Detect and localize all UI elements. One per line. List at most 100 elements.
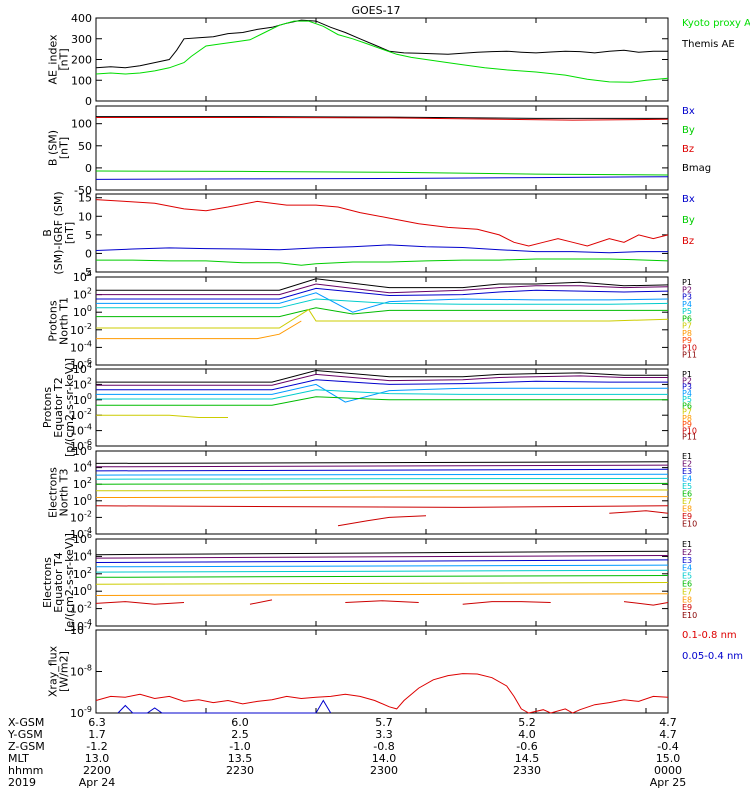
x-row-value: 2300 <box>370 764 398 777</box>
legend-item: Themis AE <box>681 39 735 50</box>
series-p1 <box>96 278 669 291</box>
y-tick-label: 10-7 <box>70 622 92 637</box>
y-tick-label: 5 <box>85 229 92 242</box>
series-e10b <box>609 510 669 514</box>
plot-title: GOES-17 <box>351 4 400 17</box>
y-axis-label: [nT] <box>63 222 76 244</box>
legend-item: E10 <box>682 520 697 529</box>
series-p6 <box>96 396 668 406</box>
legend-item: E9 <box>682 603 692 612</box>
series-p5 <box>96 298 669 309</box>
y-tick-label: 10-4 <box>70 339 92 354</box>
x-row-value: 4.7 <box>659 716 677 729</box>
legend-item: E1 <box>682 540 692 549</box>
series-p8 <box>96 320 302 340</box>
series-e8 <box>95 496 669 498</box>
legend-item: Bmag <box>682 163 711 174</box>
legend-item: P11 <box>682 433 697 442</box>
x-row-value: 14.0 <box>372 752 397 765</box>
series-e7 <box>95 582 669 585</box>
x-row-value: -1.2 <box>86 740 107 753</box>
legend-item: P9 <box>682 420 692 429</box>
y-tick-label: 102 <box>73 287 92 302</box>
legend-item: E9 <box>682 512 692 521</box>
legend-item: P11 <box>682 351 697 360</box>
y-axis-label: (SM)-IGRF (SM) <box>52 191 65 274</box>
legend-item: P2 <box>682 285 692 294</box>
legend-item: Bx <box>682 106 695 117</box>
x-row-value: 3.3 <box>375 728 393 741</box>
series-e9c <box>345 600 419 603</box>
y-tick-label: 102 <box>73 476 92 491</box>
legend-item: By <box>682 125 695 136</box>
y-tick-label: 104 <box>73 269 92 284</box>
series-e6 <box>95 482 669 485</box>
y-tick-exponent: 4 <box>87 460 92 469</box>
legend-item: By <box>682 215 695 226</box>
y-axis-label: B <box>41 229 54 237</box>
y-tick-exponent: 6 <box>87 443 92 452</box>
x-row-value: -0.4 <box>657 740 678 753</box>
y-tick-exponent: 0 <box>87 493 92 502</box>
y-axis-label: [p/(cm2-s-sr-keV)] <box>63 358 76 457</box>
series-by <box>96 258 669 266</box>
x-row-label: MLT <box>8 752 29 765</box>
legend-item: Bx <box>682 194 695 205</box>
legend-item: P4 <box>682 389 692 398</box>
series-e9b <box>249 599 273 605</box>
y-tick-label: 10 <box>78 210 92 223</box>
panel-frame <box>95 368 669 447</box>
series-p2 <box>96 283 669 296</box>
legend-item: E8 <box>682 505 692 514</box>
y-tick-label: 104 <box>73 460 92 475</box>
y-axis-label: Protons <box>41 387 54 428</box>
y-axis-label: North T1 <box>58 297 71 345</box>
y-tick-label: -50 <box>74 184 92 197</box>
x-row-value: 14.5 <box>515 752 540 765</box>
series-p6 <box>96 307 668 318</box>
series-e6 <box>95 575 669 578</box>
legend-item: P9 <box>682 336 692 345</box>
y-axis-label: Electrons <box>47 467 60 518</box>
legend-item: E4 <box>682 564 692 573</box>
legend-item: P3 <box>682 383 692 392</box>
legend-item: E6 <box>682 490 692 499</box>
legend-item: 0.1-0.8 nm <box>682 630 737 641</box>
legend-item: E1 <box>682 452 692 461</box>
series-e3 <box>95 559 669 563</box>
x-row-value: -0.6 <box>516 740 537 753</box>
legend-item: P4 <box>682 300 692 309</box>
series-p7 <box>96 414 228 418</box>
series-e1 <box>95 461 669 464</box>
y-axis-label: Equator T2 <box>52 377 65 437</box>
series-e5 <box>95 569 669 573</box>
y-axis-label: Protons <box>47 300 60 341</box>
x-row-value: 2200 <box>83 764 111 777</box>
y-tick-label: 50 <box>78 140 92 153</box>
x-row-value: 6.3 <box>88 716 106 729</box>
series-themis-ae <box>95 19 668 69</box>
x-row-value: 2230 <box>226 764 254 777</box>
x-axis-table: X-GSM 6.3 6.0 5.7 5.2 4.7 Y-GSM 1.7 2.5 3.3 4.0 4.7… <box>7 716 686 789</box>
series-p5 <box>96 389 668 400</box>
y-tick-exponent: 4 <box>87 269 92 278</box>
legend-item: E5 <box>682 482 692 491</box>
panel-frame <box>95 276 669 366</box>
series-e9d <box>462 601 551 605</box>
x-row-value: 15.0 <box>656 752 681 765</box>
y-tick-exponent: -2 <box>84 322 92 331</box>
series-p1 <box>96 369 668 383</box>
legend-item: E3 <box>682 467 692 476</box>
series-e4 <box>95 564 669 568</box>
panel-frame <box>95 105 669 191</box>
x-row-label: hhmm <box>8 764 43 777</box>
legend-item: E3 <box>682 556 692 565</box>
x-row-value: 0000 <box>654 764 682 777</box>
y-tick-label: 300 <box>71 33 92 46</box>
x-row-value: 2.5 <box>231 728 249 741</box>
legend-item: P2 <box>682 376 692 385</box>
legend-item: Bz <box>682 236 694 247</box>
